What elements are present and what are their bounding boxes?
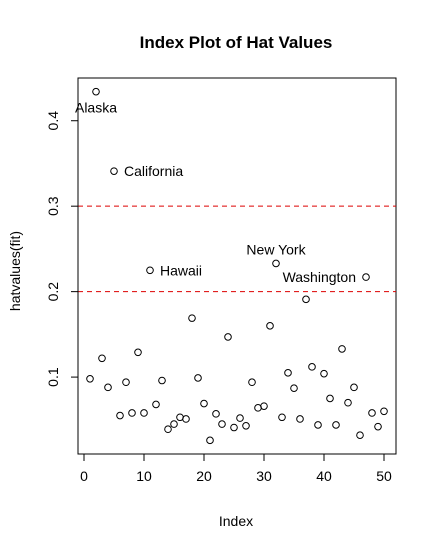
chart-title: Index Plot of Hat Values (140, 33, 333, 52)
point-annotation-label: New York (246, 241, 306, 257)
data-point (356, 431, 364, 440)
x-axis-label: Index (219, 513, 253, 529)
point-annotation-label: Hawaii (160, 262, 202, 278)
data-point (140, 409, 148, 417)
data-point (230, 423, 238, 432)
x-tick-label: 0 (80, 468, 88, 484)
data-point (380, 407, 388, 416)
data-point (194, 374, 202, 382)
data-point (338, 345, 346, 353)
data-point (188, 314, 196, 322)
data-point (212, 410, 220, 418)
data-point (134, 348, 142, 357)
y-tick-label: 0.1 (45, 367, 61, 387)
x-tick-label: 20 (196, 468, 212, 484)
data-point (242, 422, 250, 430)
x-tick-label: 30 (256, 468, 272, 484)
y-axis-label: hatvalues(fit) (7, 231, 23, 311)
data-point (164, 425, 172, 434)
data-point (362, 273, 370, 281)
data-point (206, 436, 214, 445)
data-point (224, 333, 232, 341)
x-tick-label: 40 (316, 468, 332, 484)
data-point (350, 383, 358, 392)
data-point (278, 413, 286, 422)
data-point (332, 421, 340, 429)
data-point (266, 322, 274, 330)
data-point (152, 400, 160, 409)
data-point (86, 375, 94, 383)
data-point (218, 420, 226, 428)
data-point (116, 411, 124, 420)
y-tick-label: 0.4 (45, 111, 61, 131)
data-point (200, 399, 208, 408)
x-tick-label: 10 (136, 468, 152, 484)
point-annotation-label: Alaska (75, 100, 117, 116)
data-point (122, 378, 130, 387)
data-point (128, 409, 136, 417)
plot-frame (77, 77, 397, 455)
data-point (314, 421, 322, 429)
data-point (284, 369, 292, 377)
data-point (236, 414, 244, 422)
data-point (158, 376, 166, 385)
data-point (296, 415, 304, 423)
data-point (344, 398, 352, 407)
data-point (326, 394, 334, 403)
x-tick-label: 50 (376, 468, 392, 484)
data-point (260, 402, 268, 410)
data-point (110, 167, 118, 175)
data-point (308, 363, 316, 371)
data-point (170, 420, 178, 428)
data-point (374, 422, 382, 431)
data-point (92, 87, 100, 96)
data-point (320, 369, 328, 378)
data-point (98, 354, 106, 363)
data-point (302, 295, 310, 304)
data-point (104, 383, 112, 392)
data-point (248, 378, 256, 387)
data-point (290, 384, 298, 393)
y-tick-label: 0.2 (45, 282, 61, 302)
point-annotation-label: California (124, 163, 183, 179)
data-point (146, 266, 154, 275)
data-point (182, 415, 190, 423)
data-point (368, 409, 376, 417)
data-point (272, 259, 280, 268)
point-annotation-label: Washington (283, 269, 356, 285)
y-tick-label: 0.3 (45, 196, 61, 216)
